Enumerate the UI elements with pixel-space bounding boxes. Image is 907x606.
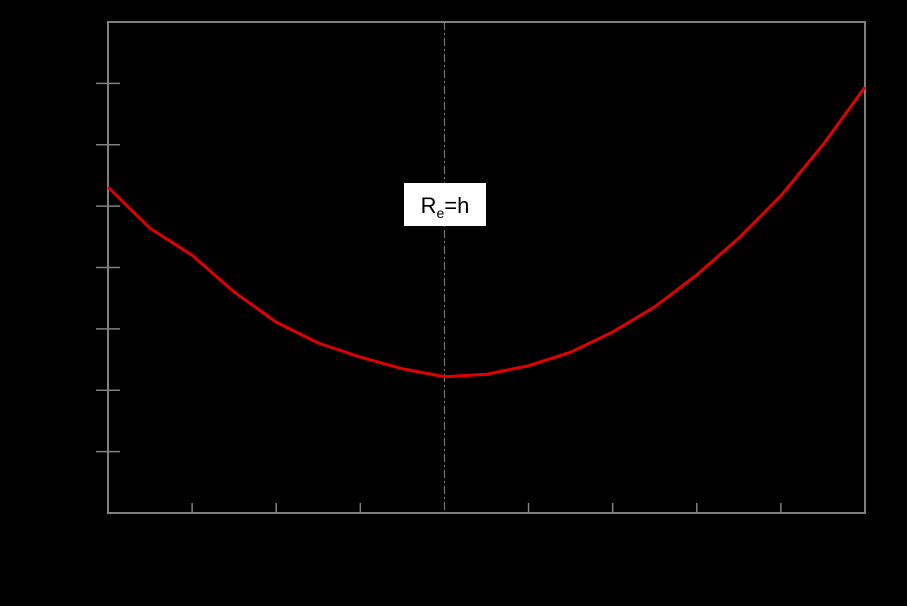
annotation-sub: e [437,205,445,221]
annotation-box [404,183,486,226]
annotation-text: Re=h [421,193,470,221]
series-line [106,86,867,379]
annotation-tail: =h [444,193,469,218]
annotation: Re=h [404,183,486,226]
annotation-base: R [421,193,437,218]
